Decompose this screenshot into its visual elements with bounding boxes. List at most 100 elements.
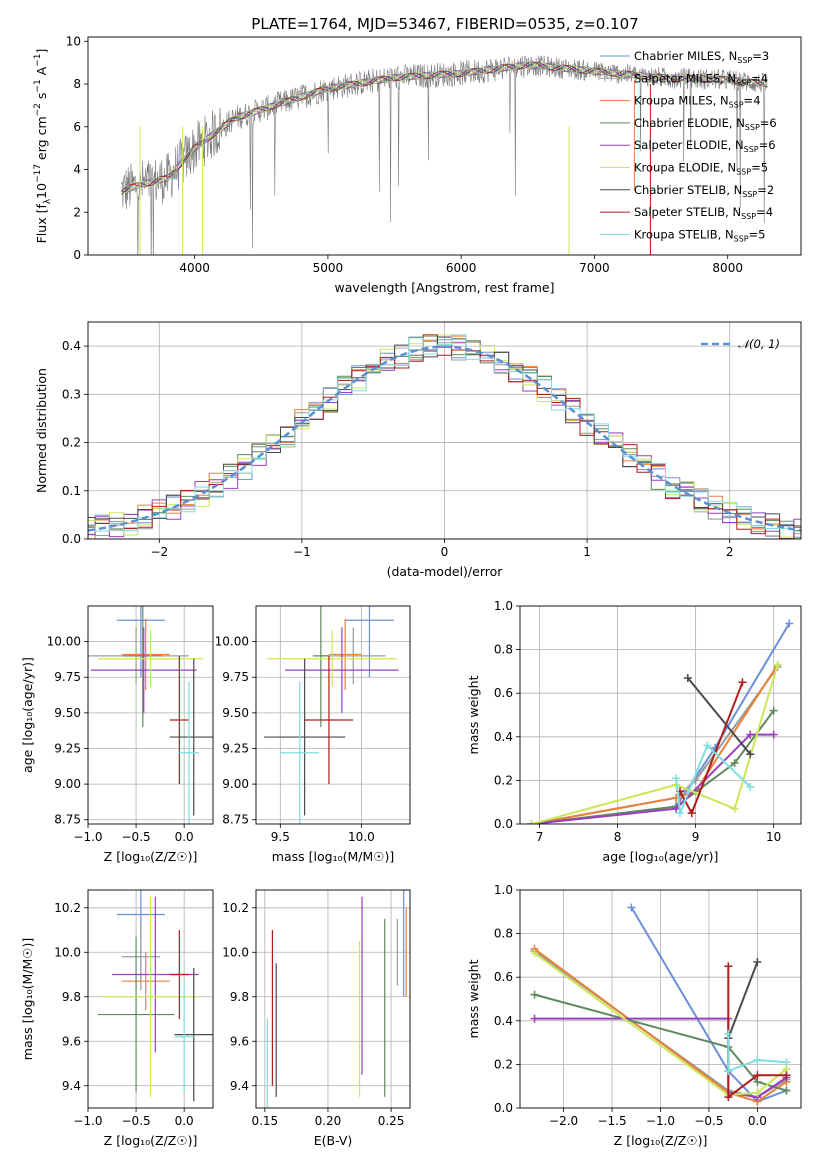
panel-age-vs-Z: −1.0 −0.5 0.0 8.75 9.00 9.25 9.50 9.75 10.00 Z [l… (20, 605, 214, 864)
legend-ssp-symbol: N (735, 138, 744, 152)
x-tick-label: 0.0 (175, 830, 194, 844)
legend-eq: = (751, 161, 761, 175)
legend-sep: , (728, 138, 735, 152)
y-tick-label: 9.50 (54, 706, 81, 720)
x-tick-label: 1 (583, 545, 591, 559)
weight-marker-3 (782, 1086, 791, 1095)
legend-eq: = (756, 205, 766, 219)
y-tick-label: 0.8 (494, 643, 513, 657)
x-axis-label: age [log₁₀(age/yr)] (603, 849, 719, 864)
legend-sep: , (718, 227, 725, 241)
plot-area (520, 890, 801, 1108)
x-tick-label: 9 (692, 830, 700, 844)
weight-marker-8 (724, 1066, 733, 1075)
plot-area (88, 606, 213, 824)
y-tick-label: 9.75 (222, 670, 249, 684)
x-tick-label: 10.0 (348, 830, 375, 844)
x-tick-label: −2 (150, 545, 168, 559)
legend-entry: Salpeter ELODIE, NSSP=6 (634, 138, 776, 154)
weight-marker-7 (782, 1071, 791, 1080)
y-axis-label: mass weight (466, 675, 481, 754)
weight-line-3 (531, 710, 775, 824)
legend-ssp-symbol: N (736, 116, 745, 130)
weight-line-0 (531, 622, 791, 824)
weight-marker-3 (730, 758, 739, 767)
x-axis-label: Z [log₁₀(Z/Z☉)] (104, 1133, 198, 1148)
legend-sep: , (720, 71, 727, 85)
y-label-part: erg cm (34, 116, 49, 164)
legend-ssp-subscript: SSP (736, 78, 751, 87)
x-tick-label: −0.5 (122, 1114, 151, 1128)
panel-mass-vs-EBV: 0.15 0.20 0.25 9.4 9.6 9.8 10.0 10.2 E(B-V) (222, 889, 411, 1148)
legend-ssp-subscript: SSP (741, 212, 756, 221)
legend-sep: , (729, 116, 736, 130)
x-tick-label: 0 (441, 545, 449, 559)
weight-marker-4 (530, 1014, 539, 1023)
y-tick-label: 9.6 (62, 1034, 81, 1048)
weight-marker-8 (724, 1029, 733, 1038)
legend-ssp-symbol: N (725, 227, 734, 241)
y-label-part: −1 (33, 54, 43, 67)
x-tick-label: 8000 (712, 261, 743, 275)
weight-marker-7 (738, 678, 747, 687)
legend-entry: Kroupa MILES, NSSP=4 (634, 94, 761, 110)
y-tick-label: 2 (73, 205, 81, 219)
y-tick-label: 0.0 (494, 817, 513, 831)
legend-model-name: Salpeter STELIB (634, 205, 725, 219)
y-tick-label: 0.4 (494, 730, 513, 744)
x-axis-label: Z [log₁₀(Z/Z☉)] (104, 849, 198, 864)
plot-area (256, 606, 410, 824)
y-tick-label: 9.25 (54, 741, 81, 755)
legend-sep: , (720, 161, 727, 175)
weight-marker-4 (746, 730, 755, 739)
weight-marker-6 (753, 957, 762, 966)
panel-residuals: −2 −1 0 1 2 0.0 0.1 0.2 0.3 0.4 (data-model)/error… (34, 321, 802, 579)
y-label-part: −2 (33, 103, 43, 116)
weight-marker-8 (782, 1058, 791, 1067)
plot-area (121, 55, 768, 255)
weight-marker-7 (724, 962, 733, 971)
legend-eq: = (759, 138, 769, 152)
weight-marker-8 (676, 809, 685, 818)
legend-entry: Chabrier ELODIE, NSSP=6 (634, 116, 777, 132)
x-tick-label: 10 (766, 830, 781, 844)
model-fit-3 (121, 61, 768, 191)
weight-marker-7 (753, 1071, 762, 1080)
y-tick-label: 1.0 (494, 599, 513, 613)
figure-title: PLATE=1764, MJD=53467, FIBERID=0535, z=0… (251, 15, 638, 33)
weight-line-8 (675, 743, 751, 814)
legend-ssp-symbol: N (727, 71, 736, 85)
weight-marker-0 (627, 903, 636, 912)
weight-marker-8 (703, 741, 712, 750)
observed-spectrum (121, 55, 768, 255)
y-tick-label: 8.75 (54, 813, 81, 827)
histogram-5 (88, 334, 801, 539)
panel-mass-vs-Z: −1.0 −0.5 0.0 9.4 9.6 9.8 10.0 10.2 Z [log₁₀(Z/Z… (20, 889, 214, 1148)
x-tick-label: 8 (614, 830, 622, 844)
y-tick-label: 8 (73, 77, 81, 91)
legend-ssp-subscript: SSP (745, 123, 760, 132)
y-tick-label: 9.4 (230, 1079, 249, 1093)
model-fit-4 (121, 62, 768, 193)
y-tick-label: 0.1 (62, 484, 81, 498)
legend-model-name: Kroupa ELODIE (634, 161, 720, 175)
x-tick-label: 0.0 (748, 1114, 767, 1128)
weight-line-2 (531, 664, 779, 824)
y-tick-label: 4 (73, 163, 81, 177)
x-tick-label: 6000 (446, 261, 477, 275)
legend-nssp: 4 (761, 71, 768, 85)
x-tick-label: −0.5 (694, 1114, 723, 1128)
x-tick-label: 0.25 (378, 1114, 405, 1128)
axes-frame (87, 321, 802, 540)
legend-entry: Chabrier STELIB, NSSP=2 (634, 183, 774, 199)
legend-sep: , (726, 183, 733, 197)
legend-nssp: 6 (769, 116, 776, 130)
legend-entry: 𝒩(0, 1) (738, 337, 780, 351)
y-tick-label: 10 (66, 34, 81, 48)
y-label-part: λ (43, 198, 53, 204)
x-tick-label: −1.0 (73, 830, 102, 844)
axes-frame (87, 889, 214, 1109)
y-axis-label: mass weight (466, 959, 481, 1038)
y-tick-label: 10.00 (47, 635, 81, 649)
